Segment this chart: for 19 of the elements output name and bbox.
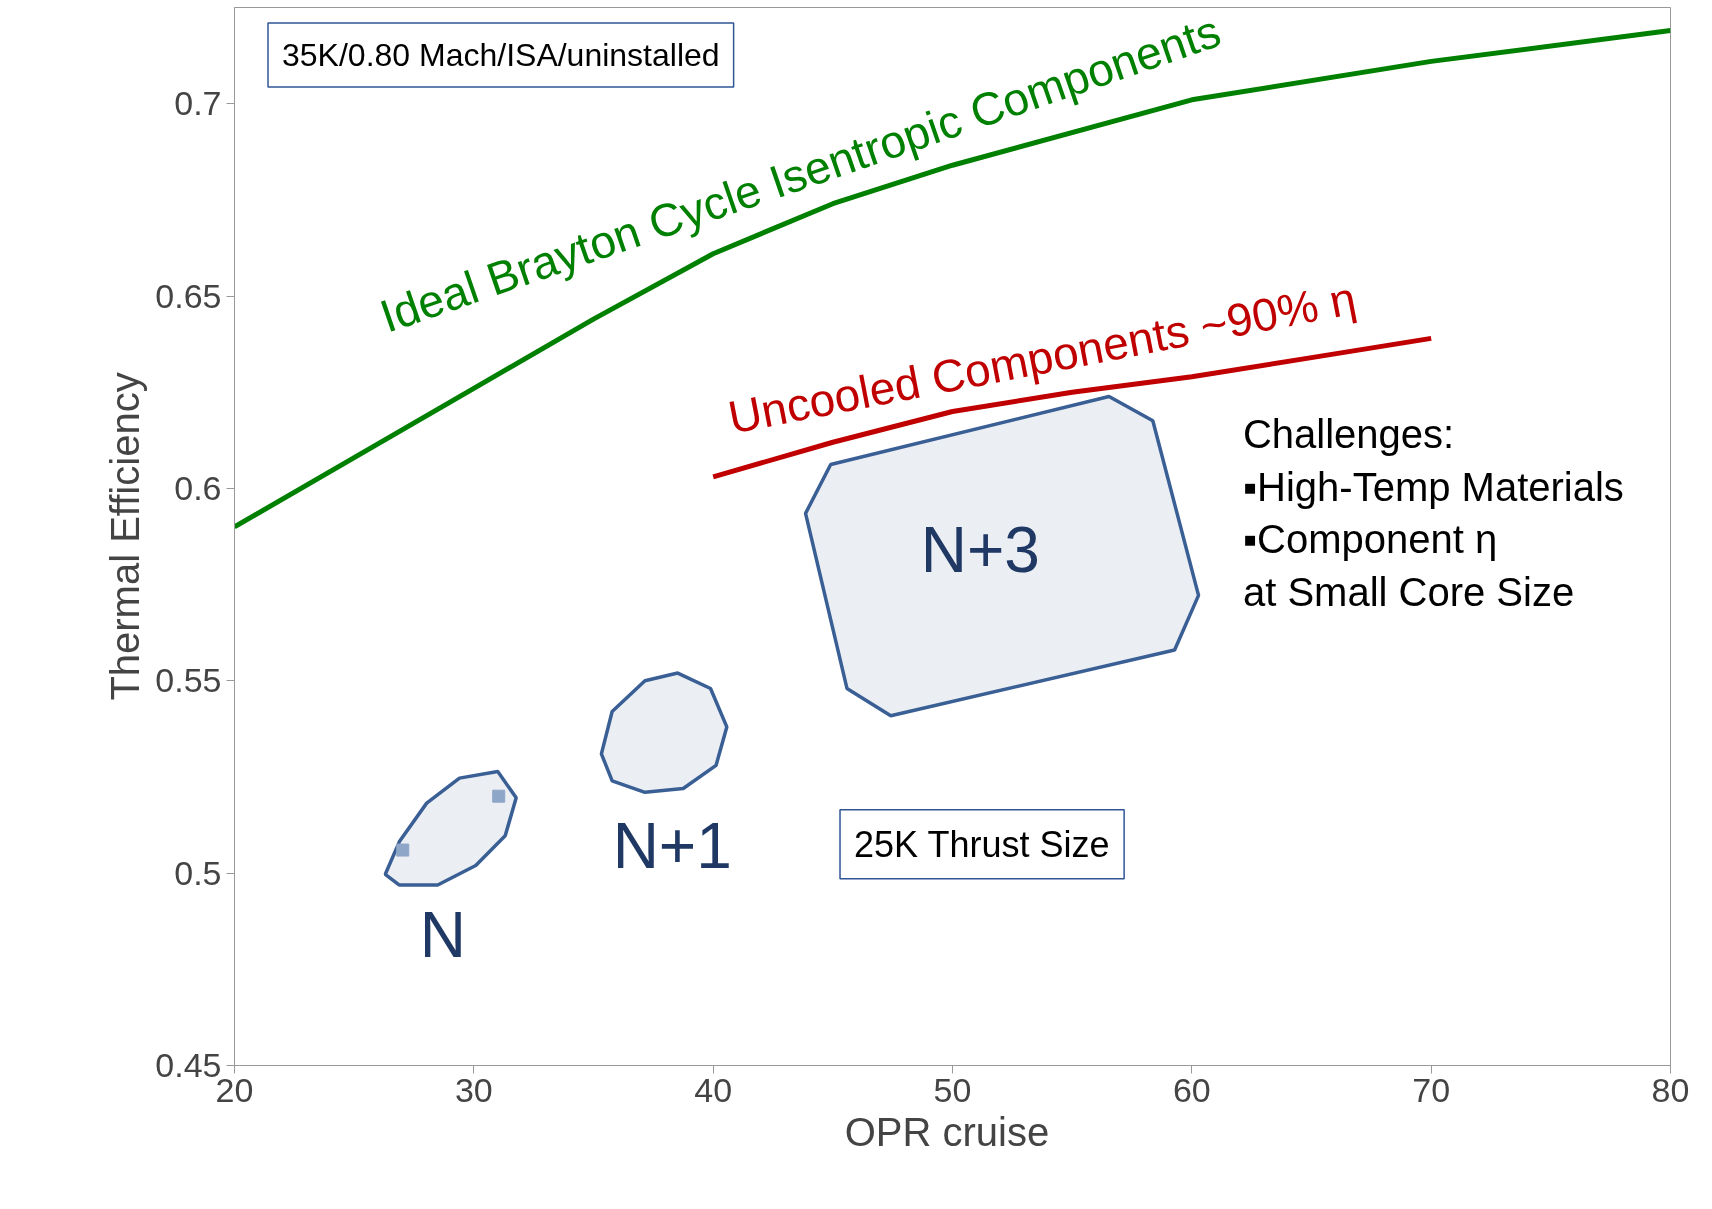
- y-tick-label: 0.65: [155, 276, 222, 315]
- y-tick-label: 0.55: [155, 661, 222, 700]
- x-tick-label: 60: [1172, 1070, 1211, 1109]
- annotation: N+1: [612, 810, 732, 883]
- y-tick-label: 0.6: [174, 468, 222, 507]
- x-tick-label: 30: [454, 1070, 493, 1109]
- x-tick-label: 70: [1412, 1070, 1451, 1109]
- annotation: N: [419, 898, 467, 971]
- x-tick-label: 40: [694, 1070, 733, 1109]
- x-axis-title: OPR cruise: [844, 1109, 1050, 1154]
- annotation: 25K Thrust Size: [854, 823, 1110, 865]
- annotation: N+3: [920, 513, 1040, 586]
- annotation: 35K/0.80 Mach/ISA/uninstalled: [282, 36, 720, 73]
- y-axis-title: Thermal Efficiency: [103, 372, 148, 701]
- annotation: Challenges: ▪High-Temp Materials ▪Component η at Small Core Size: [1242, 411, 1624, 615]
- y-tick-label: 0.5: [174, 853, 222, 892]
- y-tick-label: 0.7: [174, 84, 222, 123]
- x-tick-label: 50: [933, 1070, 972, 1109]
- x-tick-label: 80: [1651, 1070, 1690, 1109]
